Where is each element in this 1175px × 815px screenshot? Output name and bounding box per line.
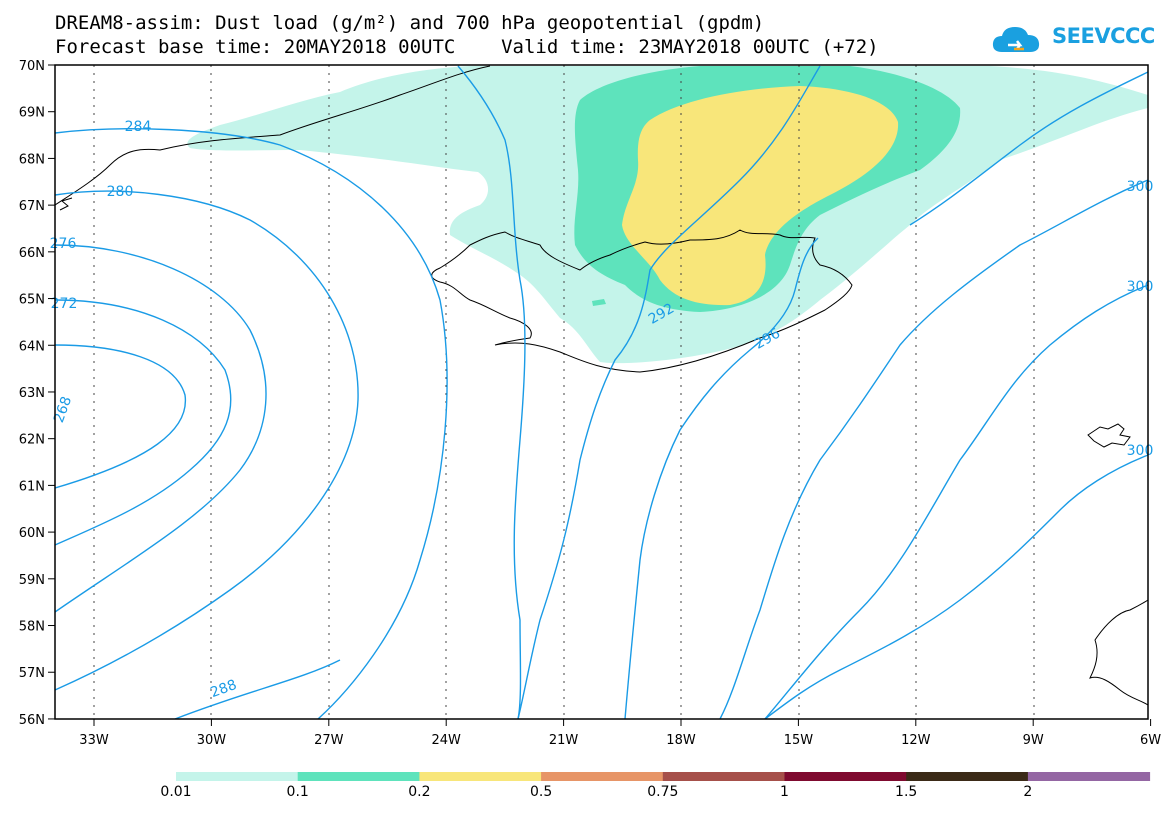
contour-label: 284 bbox=[125, 119, 152, 135]
contour-300b bbox=[719, 179, 1148, 719]
contour-label: 300 bbox=[1127, 179, 1154, 195]
lat-label: 61N bbox=[19, 479, 45, 494]
cloud-icon bbox=[992, 27, 1040, 52]
colorbar-swatch bbox=[662, 772, 785, 781]
lon-label: 6W bbox=[1140, 733, 1161, 748]
lat-label: 69N bbox=[19, 106, 45, 121]
contour-label: 300 bbox=[1127, 279, 1154, 295]
lat-label: 66N bbox=[19, 246, 45, 261]
contour-300c bbox=[764, 284, 1148, 719]
colorbar-label: 0.1 bbox=[286, 784, 309, 800]
contour-288 bbox=[457, 65, 526, 719]
graticule bbox=[93, 65, 1035, 719]
colorbar-label: 1 bbox=[780, 784, 789, 800]
lon-label: 21W bbox=[549, 733, 579, 748]
lat-label: 60N bbox=[19, 526, 45, 541]
lat-label: 59N bbox=[19, 573, 45, 588]
contour-label: 276 bbox=[50, 236, 77, 252]
colorbar-swatch bbox=[784, 772, 907, 781]
lon-label: 18W bbox=[666, 733, 696, 748]
lon-label: 30W bbox=[197, 733, 227, 748]
chart-title-line2: Forecast base time: 20MAY2018 00UTC Vali… bbox=[55, 36, 879, 58]
lon-label: 9W bbox=[1023, 733, 1044, 748]
lat-label: 56N bbox=[19, 713, 45, 728]
lat-label: 58N bbox=[19, 620, 45, 635]
logo-text: SEEVCCC bbox=[1052, 24, 1155, 48]
contour-272 bbox=[55, 299, 232, 546]
lat-label: 62N bbox=[19, 433, 45, 448]
contour-280 bbox=[55, 190, 359, 691]
contour-300a bbox=[909, 71, 1148, 226]
lat-label: 67N bbox=[19, 199, 45, 214]
lat-label: 68N bbox=[19, 152, 45, 167]
colorbar-label: 0.75 bbox=[647, 784, 679, 800]
lon-label: 15W bbox=[784, 733, 814, 748]
dust-region-0.1-speck bbox=[592, 299, 606, 306]
lon-label: 12W bbox=[901, 733, 931, 748]
dust-region-0.2 bbox=[622, 86, 899, 306]
colorbar-label: 0.01 bbox=[160, 784, 192, 800]
colorbar-swatch bbox=[419, 772, 542, 781]
lon-label: 33W bbox=[79, 733, 109, 748]
geopotential-contours bbox=[55, 65, 1148, 719]
colorbar-label: 0.5 bbox=[529, 784, 553, 800]
lat-label: 65N bbox=[19, 293, 45, 308]
contour-292 bbox=[517, 65, 821, 719]
colorbar-swatch bbox=[541, 772, 664, 781]
longitude-axis: 33W 30W 27W 24W 21W 18W 15W 12W 9W 6W bbox=[79, 719, 1161, 748]
contour-276 bbox=[55, 244, 267, 613]
lon-label: 27W bbox=[314, 733, 344, 748]
contour-300d bbox=[764, 454, 1148, 719]
lat-label: 70N bbox=[19, 59, 45, 74]
contour-288b bbox=[174, 659, 341, 719]
lat-label: 64N bbox=[19, 339, 45, 354]
lat-label: 63N bbox=[19, 386, 45, 401]
lat-label: 57N bbox=[19, 666, 45, 681]
colorbar-label: 1.5 bbox=[895, 784, 918, 800]
contour-284 bbox=[55, 128, 448, 719]
latitude-axis: 70N 69N 68N 67N 66N 65N 64N 63N 62N 61N 60N 59N 58N 5… bbox=[19, 59, 55, 728]
colorbar-swatch bbox=[297, 772, 420, 781]
colorbar-swatch bbox=[1027, 772, 1151, 781]
colorbar-label: 2 bbox=[1023, 784, 1033, 800]
contour-268 bbox=[55, 344, 187, 489]
lon-label: 24W bbox=[431, 733, 461, 748]
contour-label: 272 bbox=[51, 296, 78, 312]
contour-296 bbox=[624, 237, 819, 719]
colorbar-label: 0.2 bbox=[408, 784, 431, 800]
colorbar-swatch bbox=[906, 772, 1029, 781]
chart-title-line1: DREAM8-assim: Dust load (g/m²) and 700 h… bbox=[55, 12, 765, 34]
contour-label: 300 bbox=[1127, 443, 1154, 459]
colorbar-swatch bbox=[176, 772, 299, 781]
contour-label: 280 bbox=[107, 184, 134, 200]
